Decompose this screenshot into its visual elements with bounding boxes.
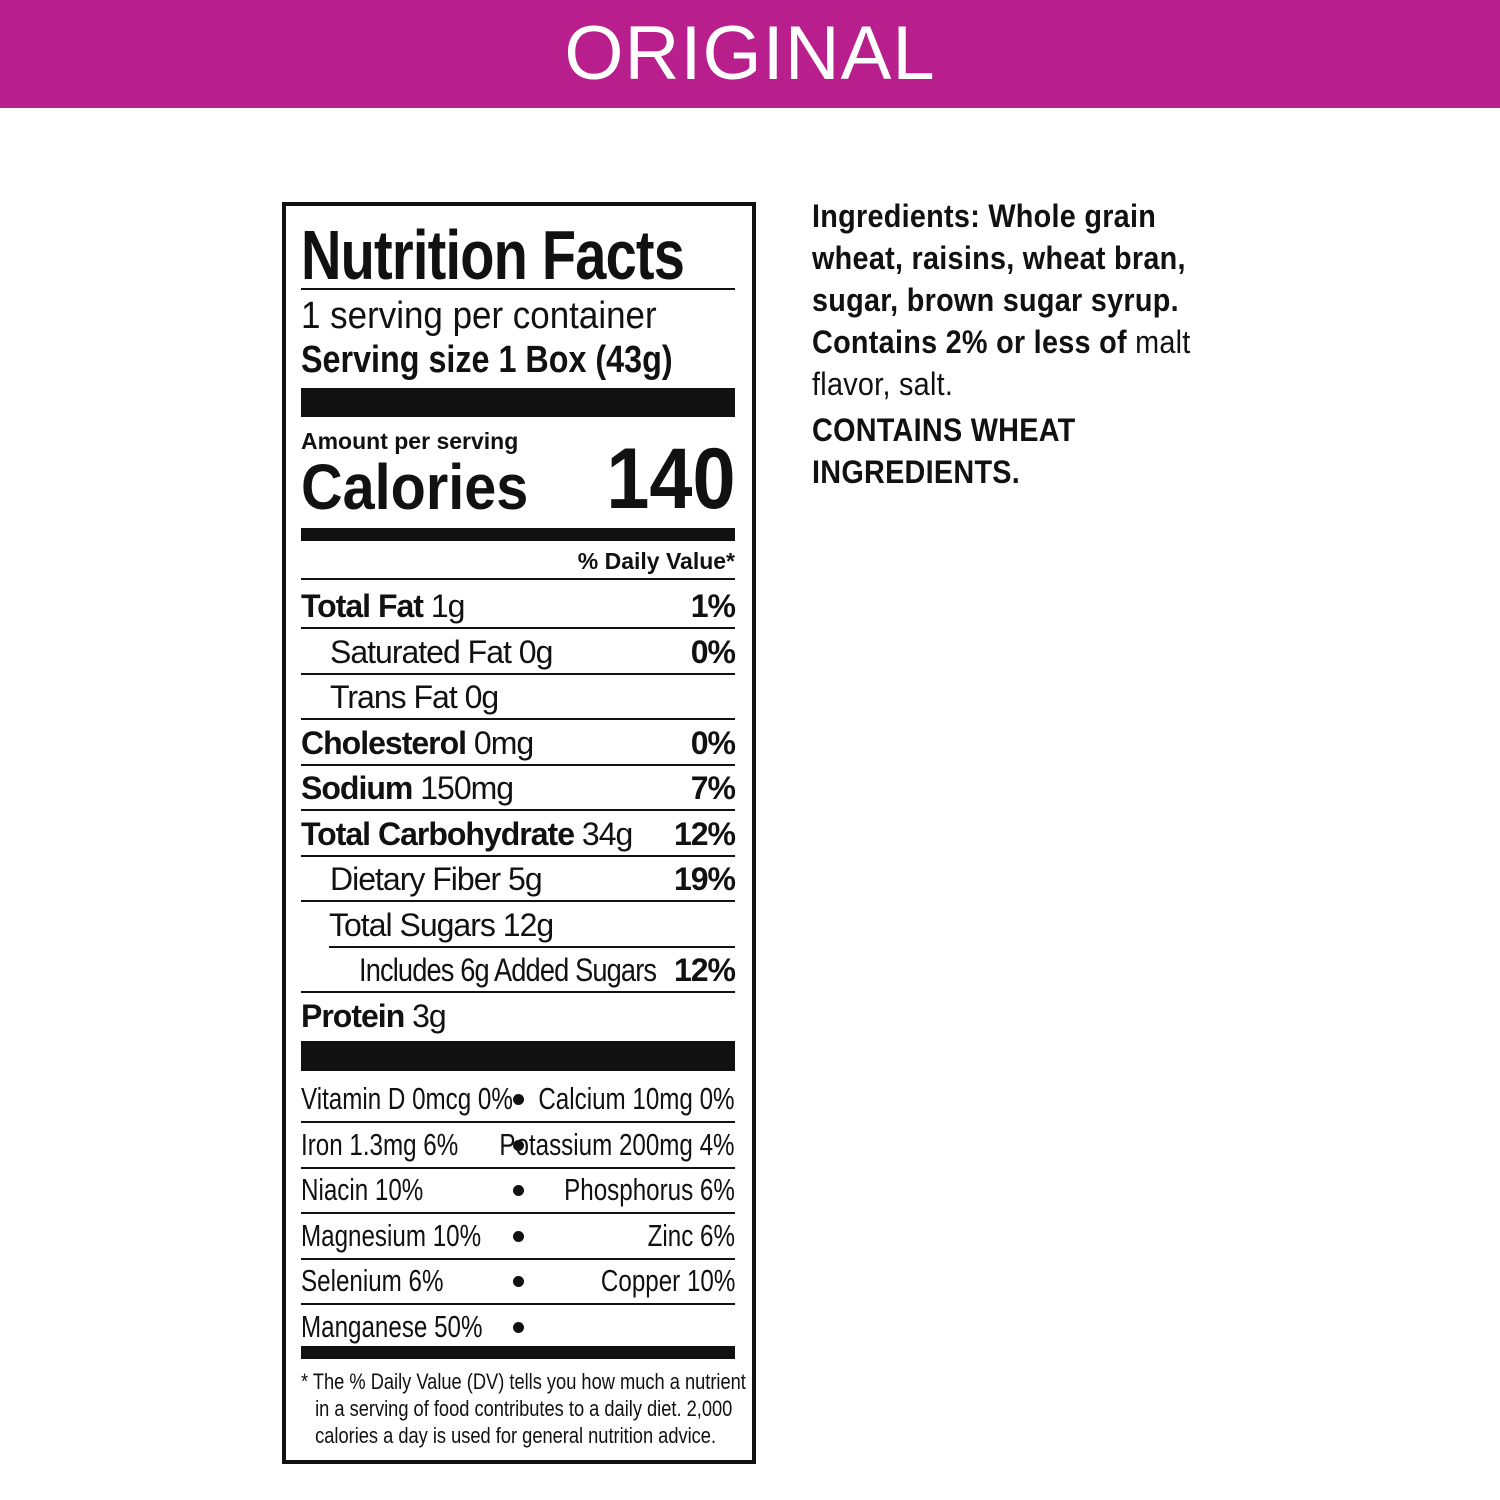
nutrient-row: Total Fat 1g 1% [301,582,736,629]
ingredients-regular: malt [1126,324,1191,360]
ingredients-line: sugar, brown sugar syrup. [812,282,1179,318]
nutrient-name: Includes 6g Added Sugars [359,952,657,988]
nutrient-name: Sodium [301,770,413,806]
nutrient-amount: 12g [502,906,554,943]
vitamin-row: Magnesium 10% Zinc 6% [301,1213,735,1260]
nutrient-name: Total Sugars [329,906,496,943]
nutrient-name: Total Carbohydrate [301,815,575,852]
nutrient-daily-value: 19% [673,861,736,897]
nutrient-name: Trans Fat [330,679,458,715]
vitamin-row: Selenium 6% Copper 10% [301,1258,735,1305]
nutrient-row: Total Sugars 12g [329,901,735,948]
allergen-statement: CONTAINS WHEAT [812,412,1076,448]
vitamin-right: Potassium 200mg 4% [499,1126,735,1162]
daily-value-header: % Daily Value* [301,546,735,580]
footnote-line: in a serving of food contributes to a da… [315,1396,733,1421]
vitamin-left: Selenium 6% [301,1263,444,1298]
header-band: ORIGINAL [0,0,1500,108]
nutrient-amount: 0mg [473,724,534,761]
vitamin-row: Niacin 10% Phosphorus 6% [301,1167,735,1214]
vitamin-right: Calcium 10mg 0% [538,1081,735,1116]
nutrient-name: Total Fat [301,588,424,624]
nutrient-amount: 1g [430,588,466,624]
nutrient-label: Total Sugars 12g [329,906,554,944]
nutrient-daily-value: 12% [673,815,736,852]
nutrient-amount: 3g [412,997,447,1034]
nutrient-row: Dietary Fiber 5g 19% [301,855,736,902]
ingredients-line: wheat, raisins, wheat bran, [812,240,1186,276]
product-variant-title: ORIGINAL [564,11,936,96]
nutrient-name: Dietary Fiber [330,861,501,897]
footnote-line: calories a day is used for general nutri… [315,1423,717,1448]
nutrient-label: Total Carbohydrate 34g [301,815,633,853]
vitamin-left: Iron 1.3mg 6% [301,1126,459,1162]
medium-divider [301,1346,735,1359]
nutrient-label: Saturated Fat 0g [330,633,554,671]
bullet-icon [513,1185,524,1196]
nutrient-name: Saturated Fat [330,633,512,670]
nutrient-label: Includes 6g Added Sugars [359,952,657,989]
nutrient-daily-value: 12% [673,952,736,988]
amount-per-serving: Amount per serving [301,428,519,454]
nutrient-daily-value: 7% [690,770,736,806]
calories-row: Calories 140 [301,436,735,523]
nutrient-amount: 0g [518,633,554,670]
ingredients-line: Contains 2% or less of malt [812,322,1208,362]
title-row: Nutrition Facts [301,216,735,294]
thick-divider [301,1041,735,1071]
calories-value: 140 [605,431,735,527]
nutrient-amount: 150mg [420,770,514,806]
vitamin-right: Zinc 6% [647,1217,735,1253]
allergen-statement: INGREDIENTS. [812,454,1021,490]
bullet-icon [513,1321,524,1333]
vitamin-left: Niacin 10% [301,1172,424,1207]
nutrient-label: Total Fat 1g [301,588,466,625]
servings-per-container: 1 serving per container [301,295,657,337]
nutrient-amount: 5g [508,861,543,897]
medium-divider [301,528,735,541]
bullet-icon [513,1230,524,1242]
serving-size: Serving size 1 Box (43g) [301,339,673,381]
vitamin-left: Magnesium 10% [301,1217,482,1253]
vitamin-row: Iron 1.3mg 6% Potassium 200mg 4% [301,1122,735,1169]
nutrient-name: Cholesterol [301,724,467,761]
ingredients-panel: Ingredients: Whole grain wheat, raisins,… [812,196,1252,494]
nutrient-row: Sodium 150mg 7% [301,764,736,811]
nutrient-label: Protein 3g [301,997,447,1035]
nutrient-row: Trans Fat 0g [301,673,735,720]
vitamin-left: Manganese 50% [301,1308,483,1344]
calories-label: Calories [301,451,529,523]
label-title: Nutrition Facts [301,216,685,294]
nutrient-row: Total Carbohydrate 34g 12% [301,810,736,857]
nutrient-row: Saturated Fat 0g 0% [301,628,736,675]
nutrient-row: Includes 6g Added Sugars 12% [301,946,736,993]
nutrient-daily-value: 0% [690,724,736,761]
thick-divider [301,388,735,417]
vitamin-right: Copper 10% [600,1263,735,1298]
nutrient-row: Protein 3g [301,992,735,1037]
nutrient-label: Trans Fat 0g [330,679,500,716]
nutrient-daily-value: 0% [690,633,736,670]
nutrient-amount: 34g [581,815,633,852]
nutrient-label: Dietary Fiber 5g [330,861,543,898]
vitamin-right: Phosphorus 6% [564,1172,735,1207]
vitamin-row: Manganese 50% [301,1304,735,1349]
nutrient-amount: 0g [464,679,500,715]
bullet-icon [513,1276,524,1287]
footnote-line: * The % Daily Value (DV) tells you how m… [301,1369,746,1394]
nutrition-facts-label: Nutrition Facts 1 serving per container … [282,202,756,1464]
ingredients-line: flavor, salt. [812,366,954,402]
bullet-icon [513,1139,524,1151]
ingredients-line: Ingredients: Whole grain [812,198,1157,234]
vitamin-row: Vitamin D 0mcg 0% Calcium 10mg 0% [301,1076,735,1123]
ingredients-bold: Contains 2% or less of [812,324,1127,360]
nutrient-name: Protein [301,997,405,1034]
nutrient-label: Sodium 150mg [301,770,514,807]
vitamin-left: Vitamin D 0mcg 0% [301,1081,513,1116]
bullet-icon [513,1094,524,1105]
footnote: * The % Daily Value (DV) tells you how m… [301,1368,746,1449]
nutrient-label: Cholesterol 0mg [301,724,534,762]
nutrient-daily-value: 1% [690,588,736,624]
nutrient-row: Cholesterol 0mg 0% [301,719,736,766]
